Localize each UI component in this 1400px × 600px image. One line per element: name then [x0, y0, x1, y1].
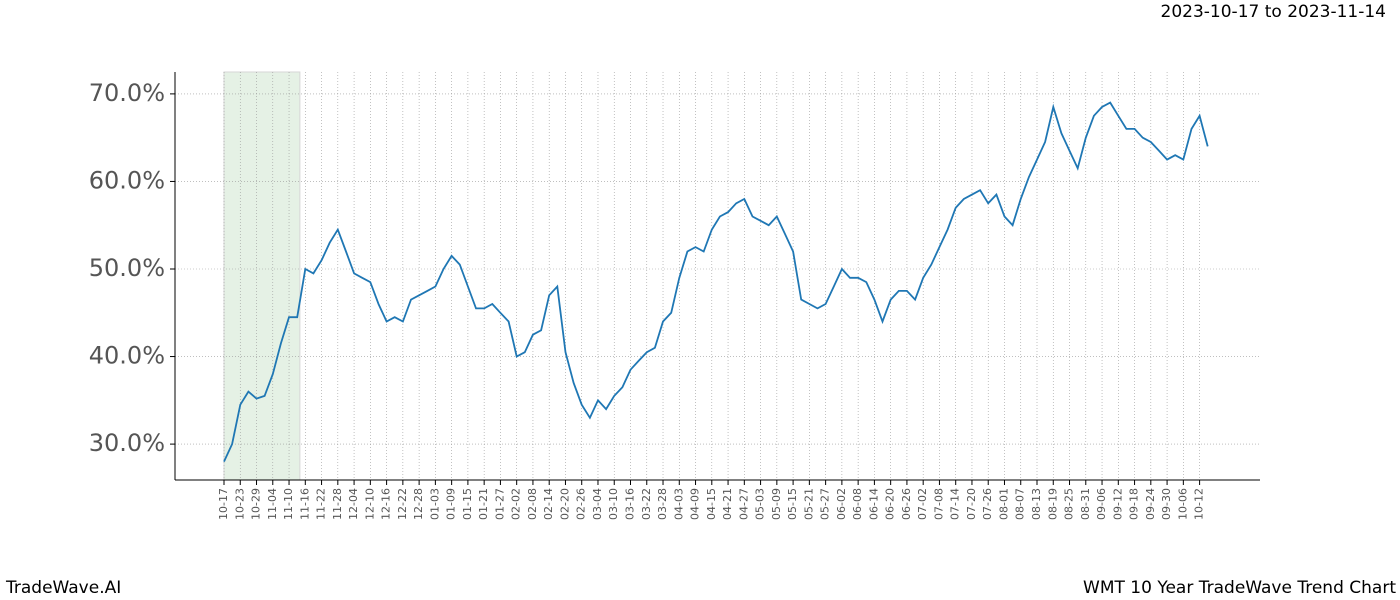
x-tick-label: 02-02 — [510, 488, 523, 520]
x-tick-label: 07-08 — [932, 488, 945, 520]
x-tick-label: 08-01 — [997, 488, 1010, 520]
x-tick-label: 03-10 — [607, 488, 620, 520]
x-tick-label: 08-19 — [1046, 488, 1059, 520]
x-tick-label: 09-12 — [1111, 488, 1124, 520]
x-tick-label: 09-30 — [1160, 488, 1173, 520]
x-tick-label: 07-14 — [949, 488, 962, 520]
x-tick-label: 12-22 — [396, 488, 409, 520]
x-tick-label: 04-15 — [705, 488, 718, 520]
x-tick-label: 11-28 — [331, 488, 344, 520]
highlight-band — [223, 71, 301, 481]
line-series — [223, 101, 1209, 462]
x-tick-label: 10-17 — [217, 488, 230, 520]
x-tick-label: 01-03 — [428, 488, 441, 520]
x-tick-label: 06-20 — [884, 488, 897, 520]
x-tick-label: 10-12 — [1193, 488, 1206, 520]
x-tick-label: 01-21 — [477, 488, 490, 520]
x-tick-label: 05-03 — [754, 488, 767, 520]
x-tick-label: 03-28 — [656, 488, 669, 520]
x-tick-label: 04-03 — [672, 488, 685, 520]
x-tick-label: 02-14 — [542, 488, 555, 520]
x-tick-label: 02-08 — [526, 488, 539, 520]
x-tick-label: 06-08 — [851, 488, 864, 520]
chart-title: 2023-10-17 to 2023-11-14 — [1161, 2, 1386, 22]
footer-left: TradeWave.AI — [5, 578, 121, 598]
x-tick-label: 12-10 — [363, 488, 376, 520]
x-tick-label: 07-26 — [981, 488, 994, 520]
x-tick-label: 04-27 — [737, 488, 750, 520]
x-tick-label: 08-25 — [1063, 488, 1076, 520]
x-tick-label: 07-02 — [916, 488, 929, 520]
x-tick-label: 06-14 — [867, 488, 880, 520]
x-tick-label: 01-27 — [493, 488, 506, 520]
y-tick-label: 70.0% — [89, 79, 165, 107]
x-tick-label: 08-31 — [1079, 488, 1092, 520]
y-tick-label: 60.0% — [89, 166, 165, 194]
x-tick-label: 12-28 — [412, 488, 425, 520]
x-tick-label: 03-04 — [591, 488, 604, 520]
x-tick-label: 05-27 — [819, 488, 832, 520]
x-tick-label: 05-15 — [786, 488, 799, 520]
x-tick-label: 03-22 — [640, 488, 653, 520]
x-tick-label: 11-16 — [298, 488, 311, 520]
x-tick-label: 12-04 — [347, 488, 360, 520]
x-tick-label: 10-06 — [1176, 488, 1189, 520]
x-tick-label: 08-07 — [1014, 488, 1027, 520]
x-tick-label: 02-26 — [575, 488, 588, 520]
x-tick-label: 11-10 — [282, 488, 295, 520]
footer-right: WMT 10 Year TradeWave Trend Chart — [1083, 578, 1396, 598]
x-tick-label: 01-15 — [461, 488, 474, 520]
x-tick-label: 11-04 — [266, 488, 279, 520]
x-tick-label: 09-24 — [1144, 488, 1157, 520]
y-tick-label: 40.0% — [89, 342, 165, 370]
x-tick-label: 05-09 — [770, 488, 783, 520]
x-tick-label: 05-21 — [802, 488, 815, 520]
x-tick-label: 04-09 — [689, 488, 702, 520]
x-tick-label: 09-18 — [1128, 488, 1141, 520]
x-tick-label: 07-20 — [965, 488, 978, 520]
x-tick-label: 11-22 — [315, 488, 328, 520]
x-tick-label: 06-26 — [900, 488, 913, 520]
x-tick-label: 10-23 — [233, 488, 246, 520]
x-tick-label: 10-29 — [250, 488, 263, 520]
y-tick-label: 30.0% — [89, 429, 165, 457]
x-tick-label: 12-16 — [380, 488, 393, 520]
y-tick-label: 50.0% — [89, 254, 165, 282]
x-tick-label: 08-13 — [1030, 488, 1043, 520]
x-tick-label: 02-20 — [558, 488, 571, 520]
x-tick-label: 09-06 — [1095, 488, 1108, 520]
x-tick-label: 03-16 — [624, 488, 637, 520]
x-tick-label: 06-02 — [835, 488, 848, 520]
x-tick-label: 04-21 — [721, 488, 734, 520]
x-tick-label: 01-09 — [445, 488, 458, 520]
